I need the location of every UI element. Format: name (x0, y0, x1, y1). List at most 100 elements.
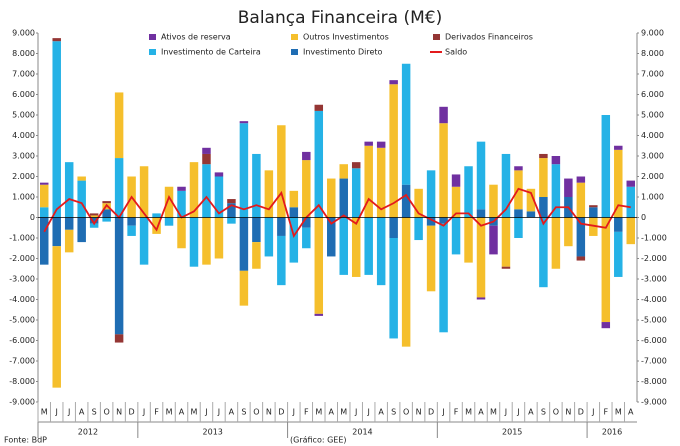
bar (351, 162, 361, 169)
x-tick-label: J (591, 408, 594, 417)
x-tick-label: J (504, 408, 507, 417)
bar (102, 217, 111, 222)
bar (589, 217, 598, 236)
y-tick-label: 4.000 (12, 131, 35, 140)
bar (614, 217, 623, 232)
y2-tick-label: -1.000 (641, 234, 667, 243)
y-tick-label: 7.000 (12, 70, 35, 79)
bar (214, 172, 224, 177)
bar (426, 217, 436, 226)
legend-swatch (149, 49, 156, 55)
bar (77, 217, 86, 243)
bar (202, 217, 211, 265)
y2-tick-label: -9.000 (641, 398, 667, 407)
bar (476, 141, 486, 210)
y-tick-label: -5.000 (9, 316, 35, 325)
bar (501, 153, 511, 218)
bar (364, 141, 373, 146)
bar (451, 186, 461, 218)
bar (264, 170, 274, 218)
bar (277, 125, 286, 218)
x-tick-label: S (391, 408, 396, 417)
bar (564, 178, 573, 197)
bar (39, 217, 49, 265)
y2-tick-label: 1.000 (641, 193, 664, 202)
bar (539, 158, 548, 197)
bar (89, 213, 99, 216)
legend-label: Saldo (445, 48, 467, 57)
x-tick-label: F (603, 408, 608, 417)
bar (164, 217, 174, 226)
bar (102, 209, 111, 218)
x-tick-label: S (541, 408, 546, 417)
bar (289, 207, 299, 218)
bar (114, 217, 124, 335)
bar (177, 186, 186, 191)
bar (39, 184, 49, 208)
x-tick-label: D (428, 408, 434, 417)
bar (439, 223, 448, 333)
bar (376, 141, 386, 148)
bar (601, 115, 611, 218)
bar (127, 225, 136, 236)
bar (264, 217, 274, 257)
y-tick-label: 5.000 (12, 111, 35, 120)
y2-tick-label: -5.000 (641, 316, 667, 325)
bar (177, 217, 186, 249)
bar (239, 123, 249, 218)
y-tick-label: 1.000 (12, 193, 35, 202)
x-tick-label: A (628, 408, 634, 417)
bar (351, 168, 361, 218)
bar (401, 63, 411, 185)
bar (302, 227, 311, 249)
bar (302, 217, 311, 228)
bar (214, 217, 224, 259)
bar (576, 176, 586, 183)
y2-tick-label: 5.000 (641, 111, 664, 120)
bar (39, 207, 49, 218)
bar (339, 217, 348, 275)
y-tick-label: 2.000 (12, 172, 35, 181)
x-tick-label: A (478, 408, 484, 417)
year-label: 2014 (352, 428, 372, 437)
x-tick-label: O (103, 408, 109, 417)
bar (77, 176, 86, 181)
bar (426, 170, 436, 218)
x-tick-label: S (241, 408, 246, 417)
bar (476, 297, 486, 300)
x-tick-label: F (154, 408, 159, 417)
x-tick-label: O (253, 408, 259, 417)
bar (364, 217, 373, 275)
bar (277, 217, 286, 236)
bar (564, 217, 573, 247)
legend-label: Investimento de Carteira (161, 48, 261, 57)
bar (239, 121, 249, 124)
bar (389, 217, 398, 238)
bar (314, 217, 324, 314)
legend-swatch (291, 49, 298, 55)
year-label: 2016 (602, 428, 622, 437)
bar (202, 153, 211, 165)
y-tick-label: -1.000 (9, 234, 35, 243)
bar (401, 217, 411, 347)
bar (52, 246, 61, 388)
bar (314, 104, 324, 111)
bar (314, 110, 324, 218)
y-tick-label: 3.000 (12, 152, 35, 161)
bar (526, 211, 536, 218)
y2-tick-label: -4.000 (641, 295, 667, 304)
bar (539, 217, 548, 288)
bar (514, 209, 523, 218)
bar (277, 235, 286, 286)
bar (526, 188, 536, 212)
y2-tick-label: 3.000 (641, 152, 664, 161)
bar (601, 322, 611, 329)
bar (601, 217, 611, 323)
bar (114, 158, 124, 218)
bar (164, 186, 174, 218)
bar (139, 166, 149, 218)
bar (626, 186, 636, 218)
bar (464, 166, 473, 218)
bar (376, 217, 386, 286)
y-tick-label: -6.000 (9, 336, 35, 345)
